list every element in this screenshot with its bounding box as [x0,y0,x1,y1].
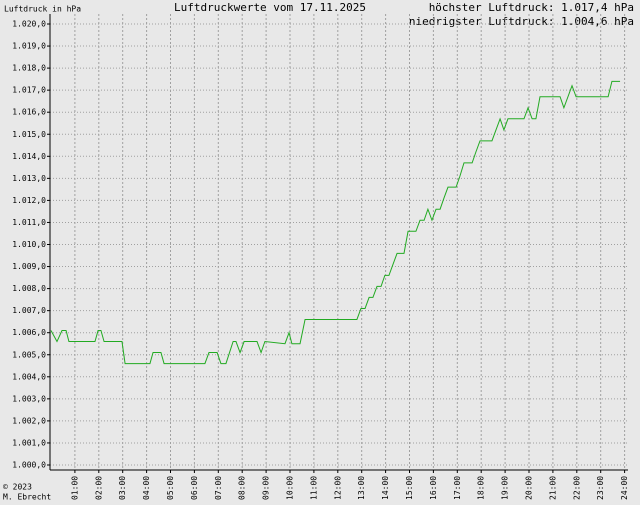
footer: © 2023 [3,483,32,492]
x-tick-label: 18:00 [477,476,486,500]
x-tick-label: 23:00 [596,476,605,500]
y-tick-label: 1.010,0 [12,240,46,249]
y-tick-label: 1.020,0 [12,20,46,29]
footer: M. Ebrecht [3,493,51,502]
data-line [50,80,621,365]
y-tick-label: 1.007,0 [12,306,46,315]
y-tick-label: 1.008,0 [12,284,46,293]
x-tick-label: 06:00 [190,476,199,500]
y-tick-label: 1.002,0 [12,416,46,425]
y-tick-label: 1.013,0 [12,174,46,183]
chart-title: Luftdruckwerte vom 17.11.2025 [174,1,366,14]
y-tick-label: 1.016,0 [12,108,46,117]
x-tick-label: 24:00 [620,476,629,500]
y-tick-label: 1.004,0 [12,372,46,381]
y-tick-label: 1.015,0 [12,130,46,139]
x-tick-label: 20:00 [525,476,534,500]
x-tick-label: 17:00 [453,476,462,500]
y-tick-label: 1.001,0 [12,438,46,447]
x-tick-label: 19:00 [501,476,510,500]
y-tick-label: 1.012,0 [12,196,46,205]
x-tick-label: 01:00 [70,476,79,500]
x-tick-label: 15:00 [405,476,414,500]
x-tick-label: 03:00 [118,476,127,500]
y-tick-label: 1.011,0 [12,218,46,227]
x-tick-label: 05:00 [166,476,175,500]
y-tick-label: 1.017,0 [12,86,46,95]
x-tick-label: 10:00 [286,476,295,500]
y-tick-label: 1.018,0 [12,64,46,73]
x-tick-label: 14:00 [381,476,390,500]
x-tick-label: 12:00 [333,476,342,500]
x-tick-label: 07:00 [214,476,223,500]
x-tick-label: 21:00 [548,476,557,500]
annotation: niedrigster Luftdruck: 1.004,6 hPa [409,15,634,28]
x-tick-label: 11:00 [309,476,318,500]
y-tick-label: 1.005,0 [12,350,46,359]
x-tick-label: 16:00 [429,476,438,500]
y-tick-label: 1.000,0 [12,461,46,470]
x-tick-label: 02:00 [94,476,103,500]
y-tick-label: 1.019,0 [12,42,46,51]
x-tick-label: 09:00 [262,476,271,500]
y-tick-label: 1.003,0 [12,394,46,403]
x-tick-label: 08:00 [238,476,247,500]
y-axis-label: Luftdruck in hPa [4,5,81,14]
x-tick-label: 22:00 [572,476,581,500]
x-tick-label: 04:00 [142,476,151,500]
y-tick-label: 1.006,0 [12,328,46,337]
x-tick-label: 13:00 [357,476,366,500]
annotation: höchster Luftdruck: 1.017,4 hPa [429,1,634,14]
y-tick-label: 1.009,0 [12,262,46,271]
y-tick-label: 1.014,0 [12,152,46,161]
